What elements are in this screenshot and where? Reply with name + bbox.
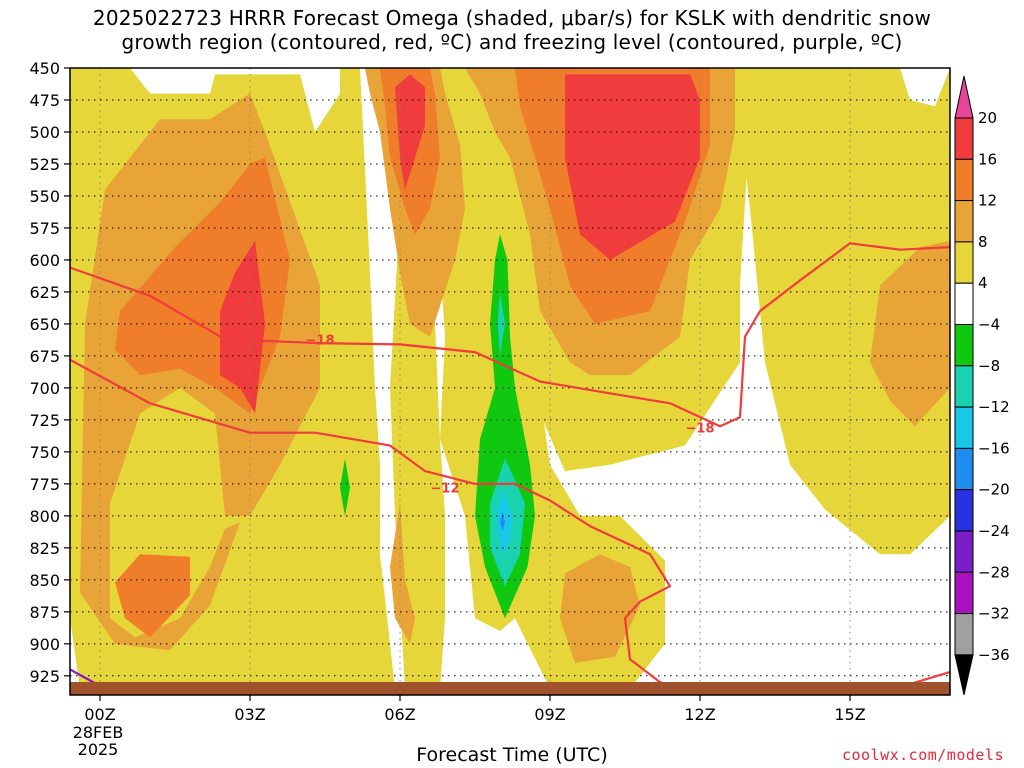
colorbar-label: −8 <box>978 357 1000 375</box>
y-tick-label: 800 <box>29 507 60 526</box>
omega-8-12-region <box>870 240 950 427</box>
grid-lines <box>70 67 950 695</box>
y-tick-label: 475 <box>29 91 60 110</box>
colorbar-label: 4 <box>978 274 988 292</box>
colorbar-label: −16 <box>978 439 1010 457</box>
colorbar-swatch <box>954 613 974 656</box>
y-tick-label: 600 <box>29 251 60 270</box>
colorbar-label: 20 <box>978 109 997 127</box>
terrain-band <box>70 682 950 695</box>
colorbar-label: −12 <box>978 398 1010 416</box>
x-tick-label: 12Z <box>684 705 715 724</box>
colorbar-swatch <box>954 489 974 532</box>
omega-neg8-12-region <box>497 291 505 356</box>
omega-neg4-8-region <box>340 458 350 516</box>
y-tick-label: 925 <box>29 667 60 686</box>
y-tick-label: 875 <box>29 603 60 622</box>
contour-labels: −18 −18 −12 <box>306 333 715 497</box>
dgz-minus12-contour <box>70 358 681 690</box>
y-tick-label: 500 <box>29 123 60 142</box>
x-tick-label: 00Z <box>84 705 115 724</box>
omega-8-12-region <box>390 503 415 644</box>
colorbar-label: 12 <box>978 192 997 210</box>
y-tick-label: 850 <box>29 571 60 590</box>
colorbar-bottom-arrow <box>954 654 974 696</box>
y-tick-label: 700 <box>29 379 60 398</box>
contour-label: −12 <box>431 482 460 497</box>
colorbar-swatch <box>954 324 974 367</box>
colorbar-swatch <box>954 117 974 160</box>
colorbar-swatch <box>954 447 974 491</box>
credit-text: coolwx.com/models <box>841 746 1004 764</box>
y-tick-label: 675 <box>29 347 60 366</box>
y-tick-label: 650 <box>29 315 60 334</box>
colorbar-swatch <box>954 365 974 408</box>
colorbar-swatch <box>954 241 974 284</box>
omega-shading <box>70 68 950 689</box>
title-line-1: 2025022723 HRRR Forecast Omega (shaded, … <box>92 6 932 30</box>
plot-area: −18 −18 −12 450 475 500 525 550 575 600 625 650 675… <box>29 59 951 759</box>
dgz-minus18-contour <box>70 242 950 428</box>
colorbar-swatch <box>954 158 974 202</box>
colorbar-label: −20 <box>978 481 1010 499</box>
omega-8-12-region <box>560 554 640 663</box>
omega-12-16-region <box>115 554 190 638</box>
y-tick-label: 825 <box>29 539 60 558</box>
colorbar: 20 16 12 8 4 −4 −8 −12 −16 −20 −24 −28 −32 −36 <box>954 75 1010 696</box>
omega-neg16-20-region <box>500 512 505 532</box>
contour-label: −18 <box>306 333 335 348</box>
x-year-label: 2025 <box>78 740 119 759</box>
y-tick-label: 575 <box>29 219 60 238</box>
x-tick-label: 09Z <box>534 705 565 724</box>
contour-label: −18 <box>686 422 715 437</box>
y-tick-label: 725 <box>29 411 60 430</box>
chart-title: 2025022723 HRRR Forecast Omega (shaded, … <box>0 6 1024 54</box>
omega-16-20-region <box>395 74 425 190</box>
y-tick-label: 750 <box>29 443 60 462</box>
colorbar-swatch <box>954 571 974 615</box>
title-line-2: growth region (contoured, red, ºC) and f… <box>121 30 903 54</box>
x-tick-label: 03Z <box>234 705 265 724</box>
y-tick-label: 625 <box>29 283 60 302</box>
x-tick-label: 15Z <box>834 705 865 724</box>
colorbar-label: −4 <box>978 316 1000 334</box>
omega-neg12-16-region <box>497 490 513 555</box>
colorbar-label: −24 <box>978 522 1010 540</box>
colorbar-swatch <box>954 406 974 449</box>
omega-16-20-region <box>565 74 700 260</box>
colorbar-label: −28 <box>978 563 1010 581</box>
x-date-label: 28FEB <box>73 723 124 742</box>
colorbar-label: −32 <box>978 605 1010 623</box>
y-tick-label: 775 <box>29 475 60 494</box>
y-axis: 450 475 500 525 550 575 600 625 650 675 700 725 750 7… <box>29 59 70 686</box>
x-tick-label: 06Z <box>384 705 415 724</box>
colorbar-label: 8 <box>978 233 988 251</box>
omega-16-20-region <box>220 240 265 414</box>
omega-4-8-region <box>710 68 950 555</box>
x-axis-title: Forecast Time (UTC) <box>416 744 608 766</box>
colorbar-swatch <box>954 282 974 326</box>
y-tick-label: 550 <box>29 187 60 206</box>
y-tick-label: 900 <box>29 635 60 654</box>
colorbar-label: 16 <box>978 150 997 168</box>
plot-frame <box>69 67 951 696</box>
colorbar-swatch <box>954 530 974 573</box>
colorbar-top-arrow <box>954 75 974 119</box>
colorbar-label: −36 <box>978 646 1010 664</box>
y-tick-label: 525 <box>29 155 60 174</box>
colorbar-swatch <box>954 200 974 243</box>
y-tick-label: 450 <box>29 59 60 78</box>
